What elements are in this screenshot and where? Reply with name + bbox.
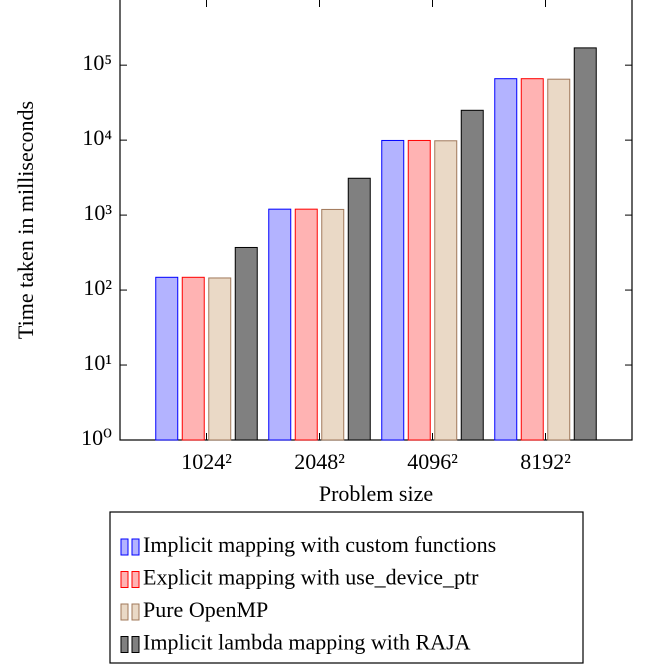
bar <box>520 78 544 441</box>
legend-label: Implicit mapping with custom functions <box>143 532 496 557</box>
legend-swatch <box>120 636 129 653</box>
plot-frame <box>119 0 633 441</box>
bar <box>181 276 205 441</box>
legend-swatch <box>131 603 140 621</box>
bar <box>321 208 345 441</box>
bar <box>268 208 292 441</box>
bar <box>547 78 571 441</box>
bar <box>494 78 518 441</box>
bar <box>294 208 318 441</box>
bar <box>234 246 258 441</box>
y-tick-label: 10¹ <box>83 350 112 375</box>
legend-label: Pure OpenMP <box>143 597 268 622</box>
legend-swatch <box>131 571 140 588</box>
bar <box>407 139 431 441</box>
legend-box <box>109 511 584 664</box>
bar <box>460 109 484 441</box>
y-tick-label: 10⁰ <box>81 425 112 450</box>
y-tick-label: 10⁴ <box>82 125 112 150</box>
y-tick-label: 10³ <box>83 200 112 225</box>
legend-label: Implicit lambda mapping with RAJA <box>143 630 471 655</box>
bar <box>434 140 458 441</box>
bar <box>347 177 371 441</box>
x-axis-label: Problem size <box>319 481 433 506</box>
x-tick-label: 4096² <box>407 449 458 474</box>
legend-swatch <box>120 571 129 588</box>
legend-label: Explicit mapping with use_device_ptr <box>143 565 479 590</box>
bar <box>573 47 597 441</box>
legend-swatch <box>131 538 140 556</box>
bar <box>381 139 405 441</box>
y-tick-label: 10⁵ <box>82 50 112 75</box>
legend-swatch <box>120 603 129 621</box>
x-tick-label: 2048² <box>294 449 345 474</box>
bar <box>155 276 179 441</box>
x-tick-label: 1024² <box>181 449 232 474</box>
y-tick-label: 10² <box>83 275 112 300</box>
legend-swatch <box>131 636 140 653</box>
legend-swatch <box>120 538 129 556</box>
x-tick-label: 8192² <box>520 449 571 474</box>
bar <box>208 277 232 441</box>
y-axis-label: Time taken in milliseconds <box>13 101 38 339</box>
